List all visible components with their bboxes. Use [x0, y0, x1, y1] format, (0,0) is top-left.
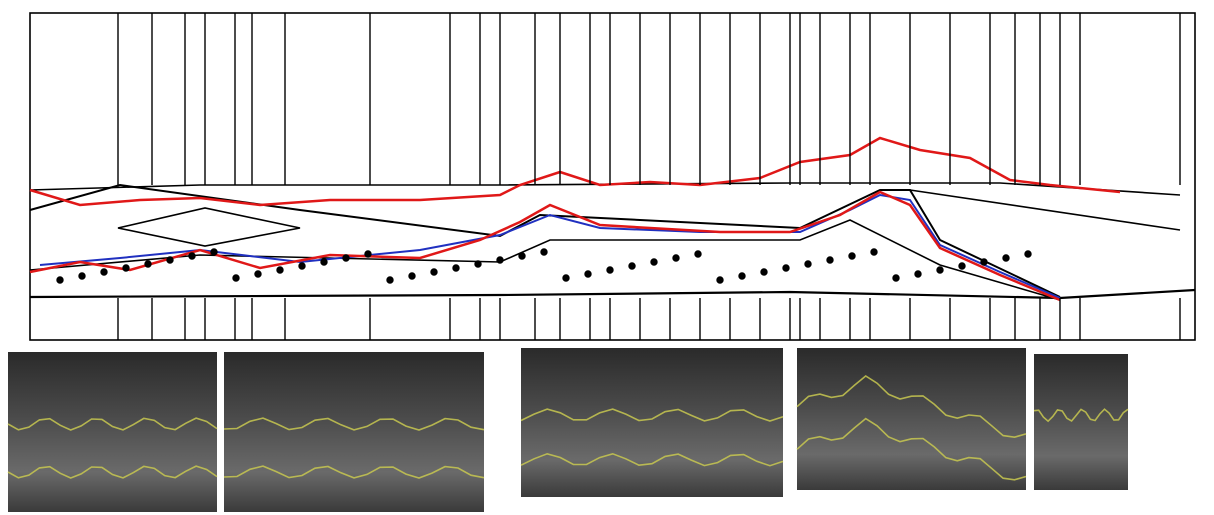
red-lower [30, 192, 1060, 300]
dot [123, 265, 129, 271]
dot [1025, 251, 1031, 257]
dot [1003, 255, 1009, 261]
dot [519, 253, 525, 259]
dot [299, 263, 305, 269]
dot [695, 251, 701, 257]
dot [145, 261, 151, 267]
image-panel [224, 352, 484, 512]
dot [321, 259, 327, 265]
dot [739, 273, 745, 279]
dot [431, 269, 437, 275]
image-panel [8, 352, 217, 512]
middle-line [30, 220, 1060, 300]
dot [255, 271, 261, 277]
dot [541, 249, 547, 255]
dot [57, 277, 63, 283]
dot [937, 267, 943, 273]
dot [101, 269, 107, 275]
image-panels [8, 348, 1128, 512]
dot [629, 263, 635, 269]
dot [365, 251, 371, 257]
dot [761, 269, 767, 275]
dot [607, 267, 613, 273]
dot [387, 277, 393, 283]
slope-line [910, 190, 1180, 230]
diamond [118, 208, 300, 246]
dot [959, 263, 965, 269]
dot [409, 273, 415, 279]
dot [651, 259, 657, 265]
dot [79, 273, 85, 279]
dot [805, 261, 811, 267]
dot [849, 253, 855, 259]
dot [827, 257, 833, 263]
dot [233, 275, 239, 281]
dot [453, 265, 459, 271]
dot [673, 255, 679, 261]
dot [981, 259, 987, 265]
image-panel [521, 348, 783, 497]
dot [343, 255, 349, 261]
dot [915, 271, 921, 277]
base-line [30, 290, 1195, 298]
dot [871, 249, 877, 255]
dot [585, 271, 591, 277]
dot [189, 253, 195, 259]
dot [563, 275, 569, 281]
dot [167, 257, 173, 263]
dot [475, 261, 481, 267]
dot [211, 249, 217, 255]
dot [783, 265, 789, 271]
dot [893, 275, 899, 281]
dot [497, 257, 503, 263]
vertical-lines [57, 13, 1180, 340]
dot [277, 267, 283, 273]
dot [717, 277, 723, 283]
